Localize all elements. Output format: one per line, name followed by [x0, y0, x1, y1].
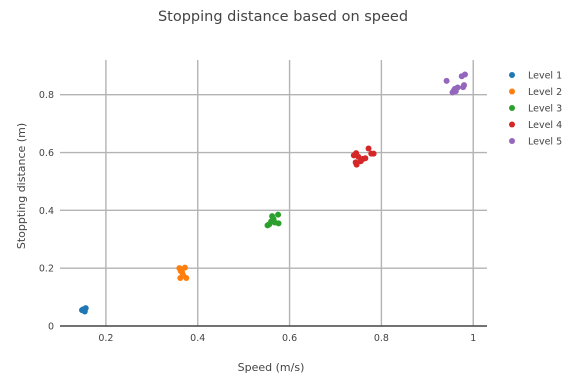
- y-tick-labels: 0 0.2 0.4 0.6 0.8: [39, 90, 54, 332]
- legend-marker: [509, 72, 515, 78]
- data-point-level-4: [370, 150, 377, 157]
- legend-item-level-5[interactable]: Level 5: [509, 137, 562, 148]
- data-point-level-5: [443, 77, 450, 84]
- data-point-level-5: [461, 71, 468, 78]
- y-gridlines: [60, 93, 487, 269]
- data-point-level-4: [365, 145, 372, 152]
- x-tick-label: 0.6: [282, 333, 297, 344]
- data-point-level-5: [454, 84, 461, 91]
- data-point-level-2: [177, 275, 184, 282]
- y-tick-label: 0.8: [39, 90, 54, 101]
- legend-item-level-1[interactable]: Level 1: [509, 71, 562, 82]
- data-point-level-2: [177, 268, 184, 275]
- x-tick-label: 0.8: [374, 333, 389, 344]
- data-point-level-2: [181, 264, 188, 271]
- data-point-level-3: [275, 220, 282, 227]
- legend-label: Level 1: [528, 71, 562, 82]
- data-point-level-3: [270, 216, 277, 223]
- data-point-level-4: [353, 161, 360, 168]
- legend-marker: [509, 88, 515, 95]
- chart-title: Stopping distance based on speed: [158, 9, 408, 25]
- legend-label: Level 5: [528, 137, 562, 148]
- data-point-level-4: [355, 153, 362, 160]
- legend: Level 1 Level 2 Level 3 Level 4 Level 5: [509, 71, 562, 148]
- x-tick-label: 1: [470, 333, 476, 344]
- y-tick-label: 0.6: [39, 148, 54, 159]
- y-tick-label: 0: [48, 322, 54, 333]
- data-point-level-3: [275, 211, 282, 218]
- y-tick-label: 0.4: [39, 206, 54, 217]
- legend-label: Level 4: [528, 120, 562, 131]
- legend-marker: [509, 121, 515, 128]
- data-points: [79, 71, 468, 315]
- data-point-level-2: [183, 275, 190, 282]
- data-point-level-5: [461, 82, 468, 89]
- x-tick-label: 0.2: [98, 333, 113, 344]
- x-axis-label: Speed (m/s): [238, 361, 305, 374]
- y-axis-label: Stoppting distance (m): [15, 123, 28, 249]
- x-gridlines: [105, 60, 474, 326]
- y-tick-label: 0.2: [39, 264, 54, 275]
- legend-marker: [509, 138, 515, 144]
- legend-item-level-4[interactable]: Level 4: [509, 120, 562, 131]
- x-tick-labels: 0.2 0.4 0.6 0.8 1: [98, 333, 476, 344]
- legend-label: Level 3: [528, 104, 562, 115]
- legend-label: Level 2: [528, 87, 562, 98]
- legend-item-level-3[interactable]: Level 3: [509, 104, 562, 115]
- data-point-level-4: [362, 155, 369, 162]
- data-point-level-1: [82, 305, 89, 312]
- legend-item-level-2[interactable]: Level 2: [509, 87, 562, 98]
- legend-marker: [509, 105, 515, 111]
- x-tick-label: 0.4: [190, 333, 205, 344]
